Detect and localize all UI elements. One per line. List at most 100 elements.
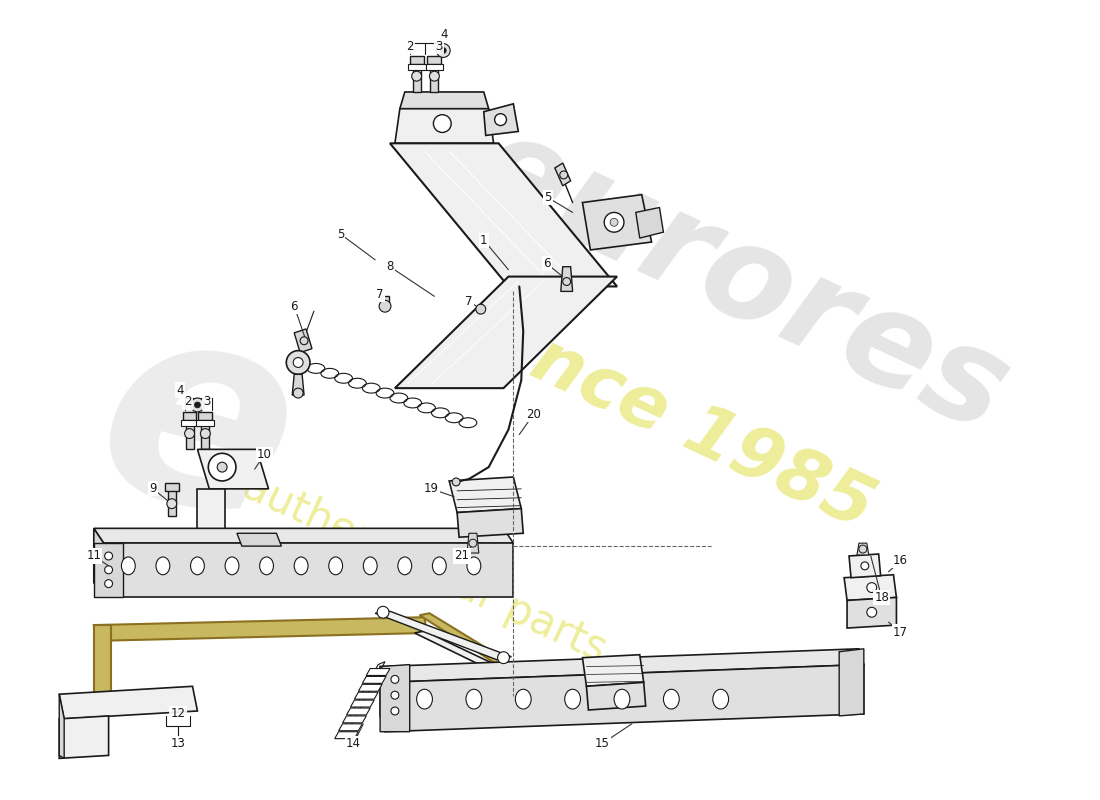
Polygon shape [359, 684, 382, 691]
Polygon shape [201, 418, 209, 450]
Circle shape [294, 358, 304, 367]
Polygon shape [197, 420, 215, 426]
Circle shape [390, 707, 399, 715]
Polygon shape [339, 724, 362, 730]
Circle shape [469, 539, 476, 547]
Ellipse shape [614, 690, 630, 709]
Polygon shape [409, 57, 424, 64]
Polygon shape [198, 489, 226, 534]
Polygon shape [381, 666, 385, 732]
Ellipse shape [468, 557, 481, 574]
Polygon shape [554, 163, 571, 186]
Circle shape [859, 545, 867, 553]
Text: 2: 2 [184, 395, 191, 409]
Circle shape [185, 429, 195, 438]
Circle shape [440, 47, 447, 54]
Polygon shape [294, 329, 312, 353]
Text: authentic car parts: authentic car parts [236, 465, 613, 670]
Polygon shape [346, 708, 371, 715]
Circle shape [217, 462, 227, 472]
Polygon shape [59, 694, 64, 758]
Polygon shape [419, 614, 514, 669]
Ellipse shape [190, 557, 205, 574]
Polygon shape [351, 700, 374, 707]
Text: 14: 14 [345, 737, 361, 750]
Polygon shape [458, 509, 524, 538]
Polygon shape [334, 732, 359, 738]
Text: 16: 16 [893, 554, 907, 567]
Polygon shape [847, 598, 896, 628]
Text: 21: 21 [454, 550, 470, 562]
Polygon shape [186, 418, 194, 450]
Ellipse shape [294, 557, 308, 574]
Text: 5: 5 [544, 191, 551, 204]
Polygon shape [59, 716, 109, 758]
Polygon shape [586, 682, 646, 710]
Text: 9: 9 [150, 482, 157, 495]
Circle shape [104, 580, 112, 587]
Polygon shape [412, 62, 420, 92]
Ellipse shape [260, 557, 274, 574]
Polygon shape [385, 665, 864, 732]
Polygon shape [399, 92, 488, 109]
Circle shape [563, 278, 571, 286]
Circle shape [452, 478, 460, 486]
Polygon shape [381, 649, 864, 682]
Polygon shape [426, 64, 443, 70]
Ellipse shape [663, 690, 679, 709]
Polygon shape [198, 412, 212, 420]
Text: eurores: eurores [454, 103, 1026, 460]
Text: 6: 6 [543, 258, 551, 270]
Circle shape [429, 71, 439, 81]
Ellipse shape [417, 690, 432, 709]
Ellipse shape [398, 557, 411, 574]
Ellipse shape [329, 557, 342, 574]
Circle shape [195, 402, 200, 408]
Text: 11: 11 [86, 550, 101, 562]
Circle shape [379, 300, 390, 312]
Circle shape [610, 218, 618, 226]
Polygon shape [165, 483, 178, 491]
Polygon shape [183, 412, 197, 420]
Polygon shape [484, 104, 518, 135]
Circle shape [104, 552, 112, 560]
Polygon shape [636, 207, 663, 238]
Polygon shape [390, 143, 617, 286]
Ellipse shape [515, 690, 531, 709]
Polygon shape [857, 543, 869, 555]
Circle shape [476, 304, 486, 314]
Circle shape [390, 691, 399, 699]
Ellipse shape [713, 690, 728, 709]
Circle shape [433, 114, 451, 133]
Circle shape [200, 429, 210, 438]
Text: 8: 8 [386, 260, 394, 274]
Circle shape [604, 213, 624, 232]
Circle shape [294, 388, 304, 398]
Circle shape [286, 350, 310, 374]
Text: 1: 1 [480, 234, 487, 246]
Polygon shape [839, 649, 864, 716]
Polygon shape [94, 543, 123, 598]
Polygon shape [59, 686, 198, 719]
Text: 3: 3 [436, 40, 443, 53]
Polygon shape [293, 374, 304, 395]
Text: 20: 20 [526, 408, 540, 422]
Polygon shape [94, 528, 103, 598]
Polygon shape [180, 420, 198, 426]
Polygon shape [94, 625, 111, 696]
Ellipse shape [363, 557, 377, 574]
Polygon shape [366, 669, 390, 675]
Text: 13: 13 [170, 737, 185, 750]
Circle shape [560, 171, 568, 179]
Polygon shape [362, 677, 386, 683]
Text: 7: 7 [376, 288, 384, 301]
Ellipse shape [121, 557, 135, 574]
Polygon shape [236, 534, 282, 546]
Ellipse shape [466, 690, 482, 709]
Polygon shape [408, 64, 426, 70]
Text: 15: 15 [595, 737, 609, 750]
Polygon shape [849, 554, 881, 578]
Text: 5: 5 [337, 228, 344, 241]
Polygon shape [561, 266, 573, 291]
Circle shape [377, 606, 389, 618]
